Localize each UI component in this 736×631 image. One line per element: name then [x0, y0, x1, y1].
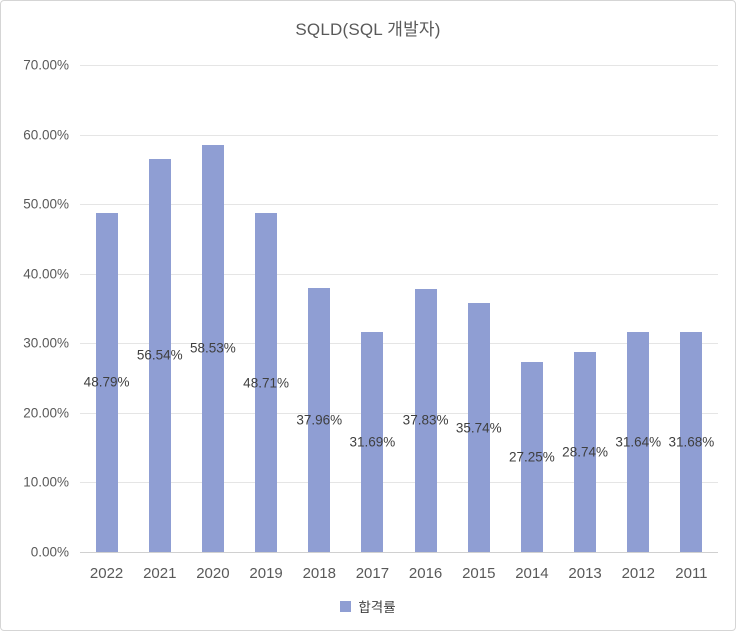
- bar: [255, 213, 278, 552]
- y-axis-label: 0.00%: [30, 544, 69, 560]
- bar: [148, 158, 171, 552]
- gridline: [80, 273, 718, 275]
- bar-data-label: 48.71%: [243, 375, 289, 391]
- x-axis-label: 2021: [143, 565, 177, 582]
- bar-data-label: 27.25%: [509, 449, 555, 465]
- legend: 합격률: [1, 596, 735, 616]
- bar: [308, 287, 331, 552]
- bar: [574, 352, 597, 552]
- bar: [414, 288, 437, 552]
- bar-data-label: 56.54%: [136, 347, 183, 363]
- bar: [201, 144, 224, 552]
- x-axis-label: 2012: [621, 565, 655, 582]
- y-axis: 0.00% 10.00% 20.00% 30.00% 40.00% 50.00% 60.00…: [7, 1, 69, 630]
- bar-data-label: 28.74%: [562, 444, 608, 460]
- bar-data-label: 37.83%: [402, 412, 449, 428]
- gridline: [80, 65, 718, 66]
- y-axis-label: 40.00%: [23, 266, 69, 282]
- x-axis-label: 2014: [515, 565, 549, 582]
- bar: [627, 331, 650, 552]
- x-axis-label: 2011: [675, 565, 708, 582]
- x-axis-label: 2017: [355, 565, 390, 582]
- bar: [95, 212, 118, 552]
- y-axis-label: 60.00%: [23, 127, 69, 143]
- x-axis-label: 2022: [89, 565, 124, 582]
- bar: [467, 303, 490, 552]
- y-axis-label: 10.00%: [23, 474, 69, 490]
- bar-data-label: 37.96%: [296, 412, 343, 428]
- y-axis-label: 70.00%: [23, 57, 69, 73]
- bar-data-label: 31.64%: [615, 434, 662, 450]
- x-axis-label: 2018: [302, 565, 336, 582]
- y-axis-label: 20.00%: [23, 405, 69, 421]
- legend-swatch-icon: [340, 600, 352, 612]
- gridline: [80, 412, 718, 414]
- bar-data-label: 58.53%: [190, 340, 236, 356]
- y-axis-label: 30.00%: [23, 335, 69, 351]
- bar: [361, 331, 384, 552]
- x-axis-label: 2019: [249, 565, 283, 582]
- x-axis-label: 2015: [462, 565, 496, 582]
- bar: [520, 362, 543, 552]
- bar-data-label: 31.68%: [668, 434, 715, 450]
- plot-area: 48.79% 56.54% 58.53% 48.71% 37.96% 31.69% 37.8…: [80, 65, 718, 553]
- gridline: [80, 204, 718, 206]
- gridline: [80, 134, 718, 136]
- bar-data-label: 48.79%: [83, 374, 130, 390]
- y-axis-label: 50.00%: [23, 196, 69, 212]
- bar: [680, 331, 703, 552]
- bar-data-label: 35.74%: [455, 420, 502, 436]
- chart-title: SQLD(SQL 개발자): [295, 20, 441, 39]
- bar-data-label: 31.69%: [349, 434, 396, 450]
- gridline: [80, 343, 718, 345]
- x-axis-label: 2020: [196, 565, 230, 582]
- x-axis-label: 2016: [408, 565, 443, 582]
- x-axis-label: 2013: [568, 565, 602, 582]
- legend-label: 합격률: [358, 600, 396, 615]
- gridline: [80, 482, 718, 484]
